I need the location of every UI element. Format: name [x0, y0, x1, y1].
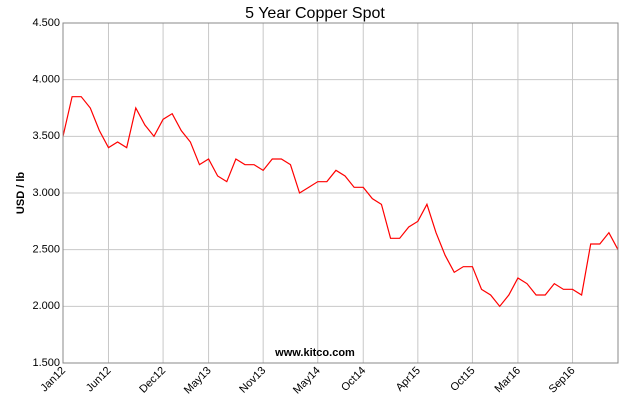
chart-title: 5 Year Copper Spot — [245, 5, 385, 22]
y-tick-label: 3.500 — [32, 130, 60, 142]
y-axis-label: USD / lb — [15, 172, 27, 214]
y-tick-label: 2.000 — [32, 300, 60, 312]
price-line — [62, 96, 619, 308]
y-tick-label: 2.500 — [32, 244, 60, 256]
y-tick-label: 4.000 — [32, 74, 60, 86]
plot-border — [62, 22, 619, 364]
y-tick-label: 3.000 — [32, 187, 60, 199]
annotation: www.kitco.com — [274, 347, 355, 359]
y-tick-label: 1.500 — [32, 357, 60, 369]
y-tick-label: 4.500 — [32, 17, 60, 29]
